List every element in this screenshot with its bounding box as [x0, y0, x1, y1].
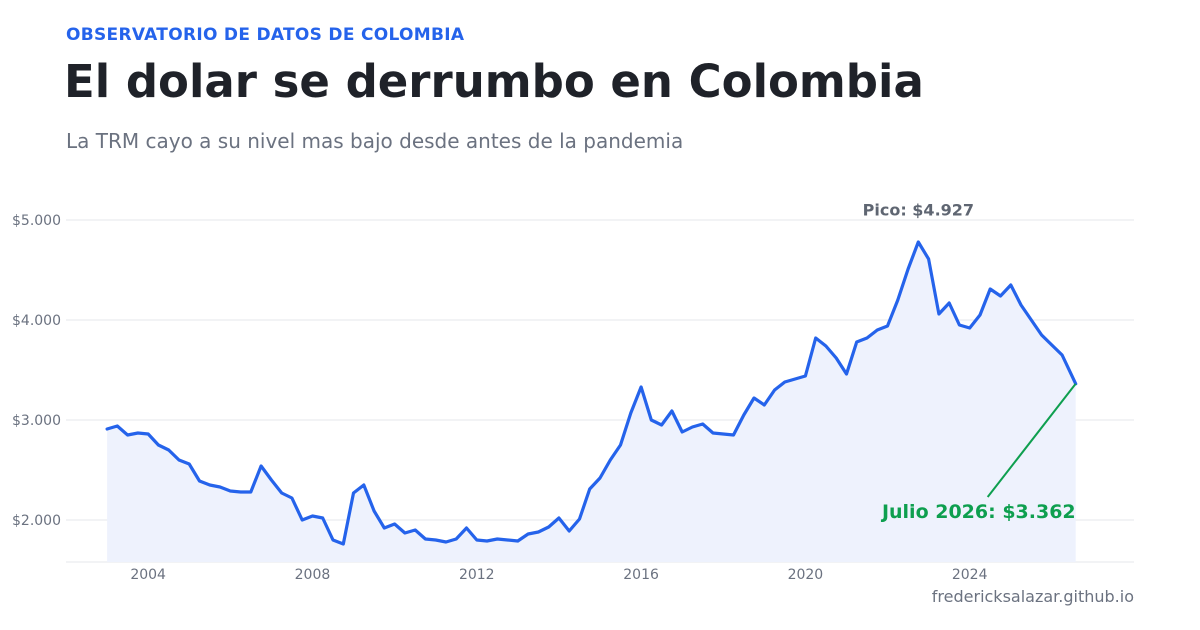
- series-area: [107, 242, 1076, 562]
- y-tick-label: $3.000: [12, 413, 61, 429]
- page-title: El dolar se derrumbo en Colombia: [64, 55, 924, 108]
- latest-value-annotation: Julio 2026: $3.362: [880, 501, 1076, 523]
- series-line: [105, 240, 1078, 546]
- x-tick-label: 2004: [130, 567, 166, 583]
- kicker-label: OBSERVATORIO DE DATOS DE COLOMBIA: [66, 25, 465, 45]
- annotation-callout-line: [986, 383, 1077, 498]
- y-tick-label: $2.000: [12, 513, 61, 529]
- x-tick-label: 2020: [788, 567, 824, 583]
- x-tick-label: 2024: [952, 567, 988, 583]
- x-tick-label: 2016: [623, 567, 659, 583]
- page-subtitle: La TRM cayo a su nivel mas bajo desde an…: [66, 129, 684, 153]
- y-tick-label: $4.000: [12, 313, 61, 329]
- x-axis-ticks: 2004 2008 2012 2016 2020 2024: [130, 567, 987, 583]
- y-axis-ticks: $2.000 $3.000 $4.000 $5.000: [12, 213, 61, 529]
- y-tick-label: $5.000: [12, 213, 61, 229]
- peak-annotation: Pico: $4.927: [863, 200, 974, 219]
- x-tick-label: 2012: [459, 567, 495, 583]
- source-credit: fredericksalazar.github.io: [931, 587, 1134, 606]
- x-tick-label: 2008: [295, 567, 331, 583]
